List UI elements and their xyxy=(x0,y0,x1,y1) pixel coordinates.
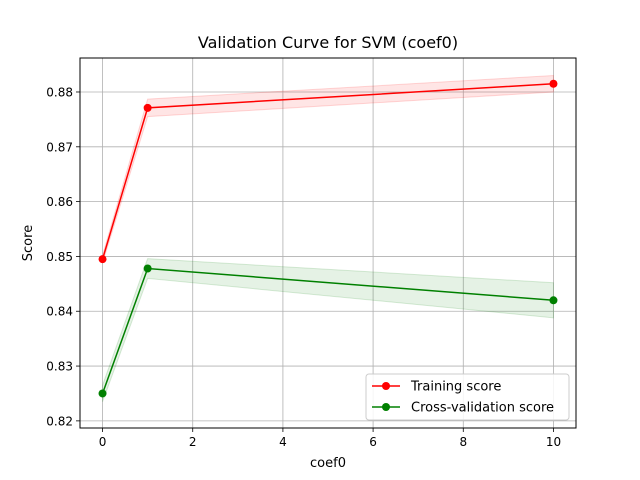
band-cv xyxy=(102,258,554,402)
chart-title: Validation Curve for SVM (coef0) xyxy=(198,33,458,52)
data-point-training xyxy=(549,79,558,88)
y-tick-label: 0.86 xyxy=(46,195,73,209)
data-point-cv xyxy=(549,296,558,305)
series-lines xyxy=(98,79,558,398)
legend-label-training: Training score xyxy=(410,380,501,395)
axis-ticks: 0 2 4 6 8 10 0.82 0.83 0.84 0.85 0.86 0.87 0.88 xyxy=(46,85,561,449)
x-tick-label: 10 xyxy=(546,435,561,449)
x-tick-label: 4 xyxy=(279,435,287,449)
legend-box xyxy=(365,373,570,421)
x-axis-label: coef0 xyxy=(310,456,346,471)
y-tick-label: 0.85 xyxy=(46,250,73,264)
y-tick-label: 0.83 xyxy=(46,360,73,374)
y-tick-label: 0.84 xyxy=(46,305,73,319)
data-point-training xyxy=(143,103,152,112)
legend-label-cv: Cross-validation score xyxy=(411,401,554,416)
x-tick-label: 6 xyxy=(369,435,377,449)
legend-marker-cv xyxy=(382,403,390,411)
plot-area-frame xyxy=(79,57,577,429)
data-point-cv xyxy=(143,264,152,273)
legend-marker-training xyxy=(382,382,390,390)
data-point-training xyxy=(98,255,107,264)
x-tick-label: 8 xyxy=(459,435,467,449)
x-tick-label: 2 xyxy=(189,435,197,449)
y-tick-label: 0.87 xyxy=(46,140,73,154)
data-point-cv xyxy=(98,389,107,398)
x-tick-label: 0 xyxy=(99,435,107,449)
legend: Training score Cross-validation score xyxy=(365,373,570,421)
grid xyxy=(80,58,576,428)
y-tick-label: 0.88 xyxy=(46,85,73,99)
y-axis-label: Score xyxy=(21,225,36,261)
y-tick-label: 0.82 xyxy=(46,414,73,428)
